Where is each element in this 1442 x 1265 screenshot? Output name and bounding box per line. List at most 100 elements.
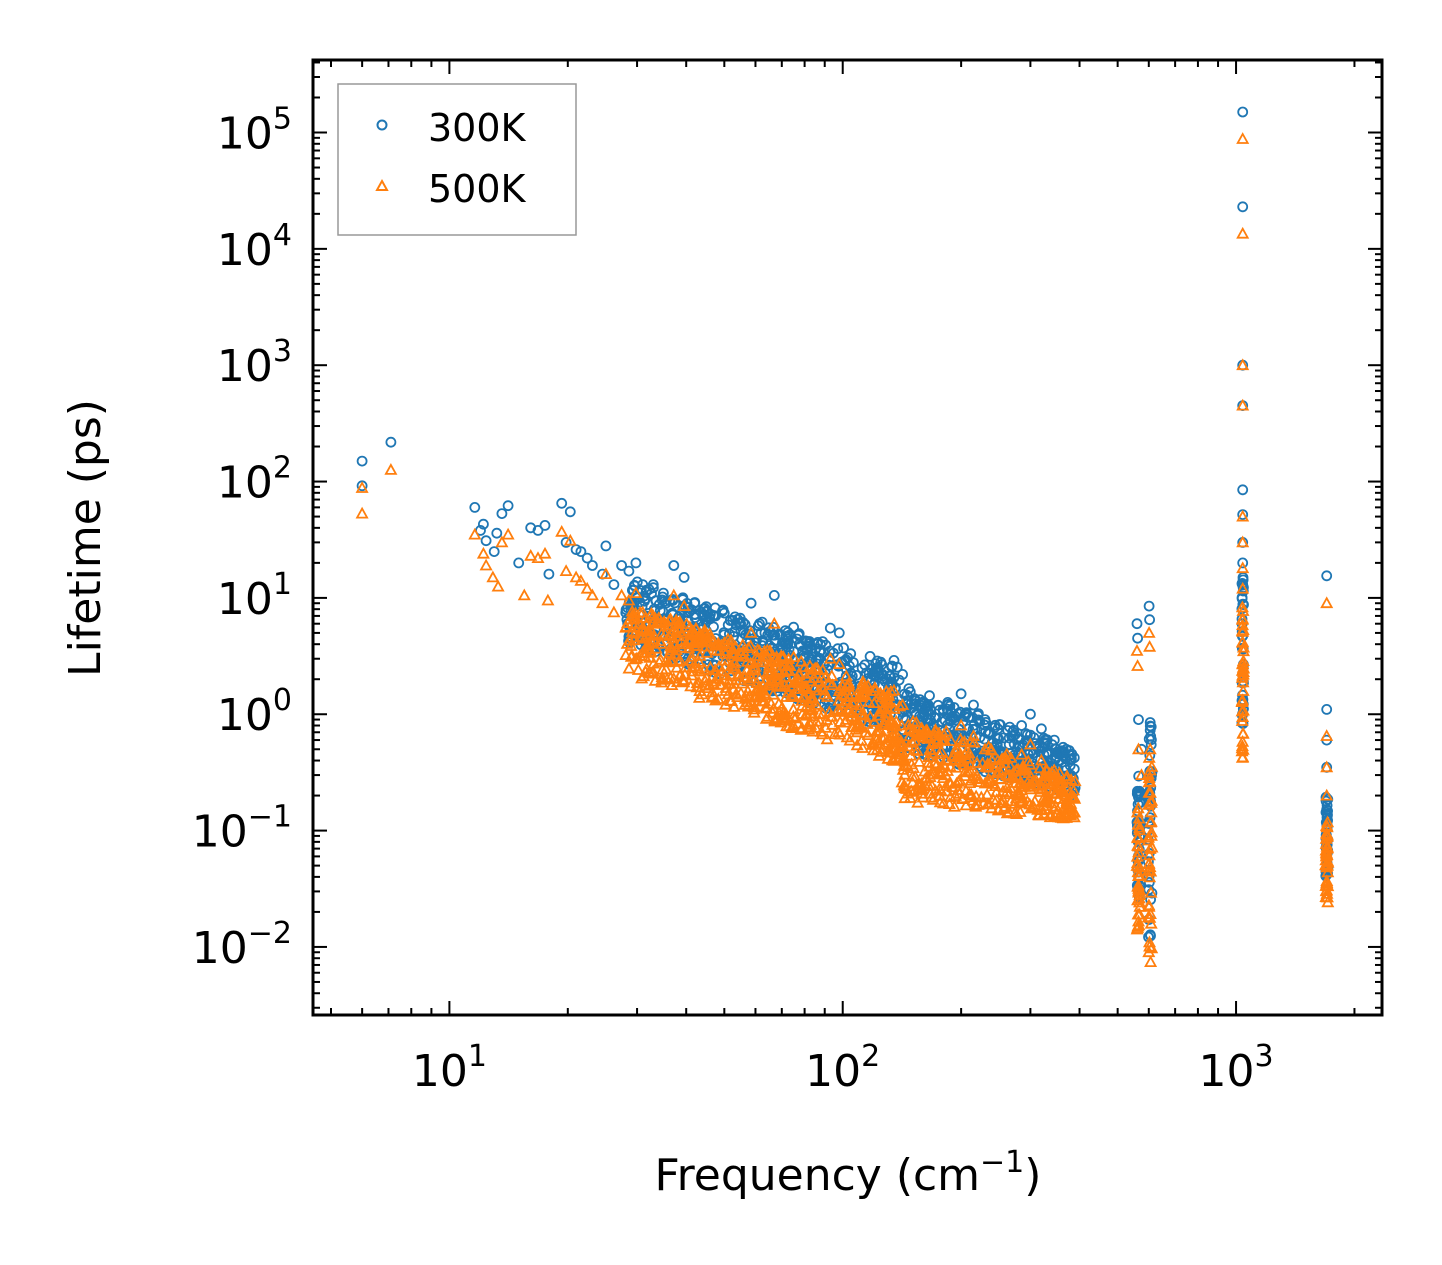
- data-point-500k-569: [655, 662, 669, 675]
- data-point-500k-953: [936, 764, 950, 777]
- data-point-500k-1029: [1132, 918, 1146, 931]
- data-point-300k-1213: [1025, 708, 1036, 720]
- data-point-500k-1020: [1132, 811, 1146, 824]
- data-point-300k-1068: [1145, 739, 1157, 751]
- data-point-500k-988: [896, 750, 910, 763]
- data-point-500k-940: [1003, 781, 1018, 793]
- data-point-500k-949: [1038, 802, 1052, 814]
- data-point-500k-951: [923, 786, 938, 799]
- data-point-500k-960: [1015, 791, 1029, 804]
- x-tick-label-10: 101: [412, 1039, 487, 1097]
- data-point-500k-1095: [1236, 654, 1250, 666]
- data-point-500k-1065: [1145, 941, 1159, 954]
- data-point-500k-140: [855, 733, 869, 746]
- data-point-500k-897: [1049, 799, 1063, 812]
- data-point-500k-604: [685, 668, 699, 681]
- tick-labels: 101 102 103 10−2 10−1 100 101 102 103 104 105: [192, 102, 1274, 1097]
- data-point-500k-1216: [1064, 796, 1078, 809]
- data-point-500k-784: [905, 735, 919, 748]
- data-point-500k-15: [856, 741, 870, 753]
- data-point-500k-338: [822, 705, 836, 718]
- data-point-500k-1031: [1144, 916, 1158, 929]
- data-point-300k-494: [797, 645, 809, 657]
- data-point-300k-1205: [922, 699, 934, 711]
- data-point-500k-950: [1034, 779, 1048, 791]
- data-point-300k-908: [930, 712, 942, 724]
- data-point-500k-1226: [1236, 132, 1250, 144]
- data-point-500k-159: [718, 653, 732, 666]
- data-point-500k-899: [1051, 810, 1066, 823]
- data-point-300k-598: [793, 629, 804, 641]
- data-point-500k-1213: [1034, 753, 1048, 766]
- data-point-500k-789: [939, 724, 953, 737]
- data-point-500k-453: [664, 654, 678, 666]
- data-point-500k-549: [875, 742, 889, 754]
- data-point-300k-1193: [778, 637, 790, 649]
- data-point-300k-1156: [480, 535, 492, 547]
- data-point-500k-893: [981, 772, 996, 784]
- data-point-300k-360: [757, 637, 769, 649]
- data-point-500k-924: [1011, 787, 1026, 799]
- data-point-500k-1158: [495, 535, 509, 548]
- data-point-500k-1157: [491, 579, 505, 592]
- data-point-300k-1209: [979, 714, 991, 725]
- data-point-500k-1170: [580, 581, 594, 594]
- data-point-500k-983: [1018, 763, 1032, 775]
- data-point-500k-517: [690, 680, 704, 693]
- data-point-500k-1089: [1235, 750, 1249, 763]
- data-point-500k-223: [690, 676, 704, 689]
- data-point-500k-1197: [832, 657, 846, 669]
- data-point-500k-825: [956, 792, 970, 804]
- data-point-300k-433: [653, 599, 665, 610]
- data-point-500k-1155: [479, 558, 493, 571]
- data-point-300k-1028: [1133, 787, 1145, 799]
- data-point-500k-515: [882, 731, 897, 744]
- data-point-500k-1102: [1235, 695, 1249, 707]
- data-point-500k-1200: [874, 686, 888, 699]
- data-point-500k-1105: [1236, 623, 1250, 635]
- data-point-500k-1189: [744, 626, 758, 638]
- data-point-500k-566: [741, 699, 755, 712]
- data-point-500k-1103: [1235, 612, 1250, 624]
- data-point-500k-703: [957, 734, 971, 747]
- data-point-500k-1149: [1320, 820, 1334, 833]
- data-point-500k-572: [857, 708, 871, 721]
- data-point-500k-294: [842, 678, 856, 691]
- data-point-500k-531: [791, 672, 805, 685]
- data-point-300k-934: [1065, 753, 1076, 765]
- data-point-500k-969: [964, 734, 978, 747]
- data-point-300k-1029: [1133, 770, 1145, 782]
- data-point-500k-837: [1028, 794, 1042, 807]
- data-point-300k-1174: [600, 540, 612, 552]
- data-point-500k-511: [846, 720, 860, 732]
- data-point-500k-419: [668, 647, 682, 660]
- data-point-500k-1150: [355, 481, 369, 493]
- data-point-500k-985: [939, 784, 953, 797]
- data-point-300k-1203: [897, 669, 908, 680]
- data-point-500k-576: [857, 688, 871, 700]
- data-point-500k-1219: [1131, 659, 1145, 671]
- data-point-500k-495: [868, 684, 882, 696]
- data-point-500k-585: [770, 672, 784, 684]
- data-point-500k-564: [752, 671, 767, 684]
- data-point-300k-1171: [581, 552, 593, 564]
- data-point-500k-1068: [1145, 760, 1159, 772]
- data-point-500k-431: [684, 633, 698, 645]
- data-point-500k-1079: [1235, 618, 1250, 631]
- data-point-500k-1167: [563, 533, 577, 546]
- data-point-500k-1164: [541, 593, 555, 606]
- data-point-500k-1233: [1236, 581, 1250, 594]
- data-point-500k-268: [881, 751, 895, 764]
- data-point-500k-1191: [767, 616, 781, 629]
- data-point-500k-1154: [476, 546, 490, 559]
- data-point-500k-973: [901, 718, 915, 730]
- data-point-300k-531: [769, 629, 781, 641]
- data-point-500k-926: [895, 775, 909, 788]
- data-point-500k-1173: [599, 567, 613, 579]
- data-point-500k-1217: [1067, 810, 1081, 823]
- data-point-300k-1202: [888, 655, 900, 666]
- data-point-500k-555: [776, 710, 790, 723]
- data-point-500k-1023: [1131, 869, 1145, 881]
- data-point-500k-957: [894, 734, 908, 746]
- data-point-500k-846: [939, 779, 953, 791]
